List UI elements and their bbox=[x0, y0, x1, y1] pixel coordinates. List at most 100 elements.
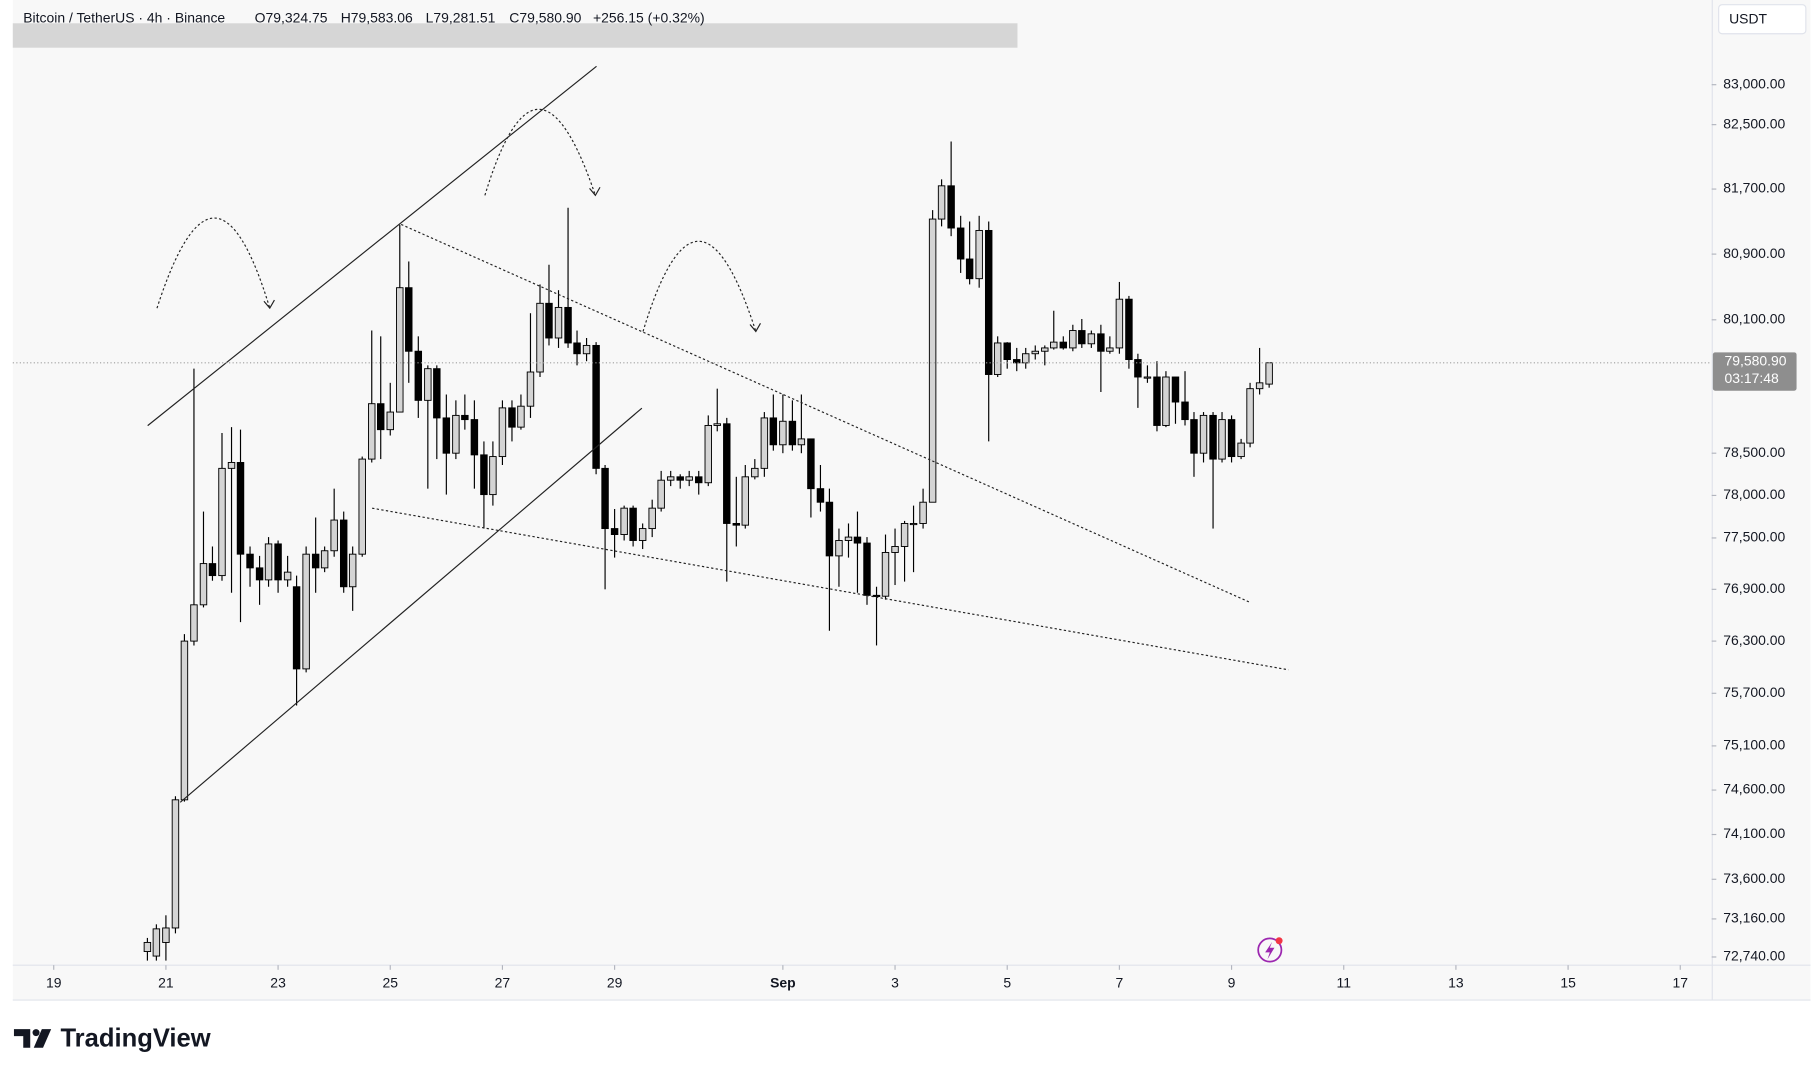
drawings bbox=[147, 65, 1289, 803]
y-tick-label: 77,500.00 bbox=[1723, 529, 1785, 545]
candle-body bbox=[629, 507, 637, 541]
channel-line bbox=[147, 65, 597, 427]
candle-body bbox=[368, 403, 376, 460]
brand-name: TradingView bbox=[60, 1024, 210, 1052]
candle-body bbox=[1255, 382, 1264, 390]
currency-box[interactable] bbox=[1718, 4, 1807, 35]
candle-body bbox=[760, 417, 769, 469]
candle-body bbox=[1031, 350, 1039, 355]
candle-body bbox=[442, 417, 451, 454]
y-tick-label: 76,300.00 bbox=[1723, 632, 1785, 648]
candle-body bbox=[881, 551, 890, 597]
candle-body bbox=[788, 420, 797, 446]
y-tick-label: 73,160.00 bbox=[1723, 910, 1785, 926]
candle-body bbox=[339, 519, 348, 588]
alert-bolt[interactable] bbox=[1265, 941, 1275, 960]
candle-body bbox=[143, 941, 152, 952]
y-tick-label: 75,100.00 bbox=[1723, 737, 1785, 753]
candle-body bbox=[816, 488, 825, 503]
candle-body bbox=[162, 927, 170, 943]
candle-body bbox=[517, 405, 525, 428]
candle-body bbox=[956, 227, 965, 260]
trend-line bbox=[400, 223, 1251, 603]
candle-body bbox=[704, 424, 712, 484]
candle-body bbox=[891, 546, 899, 553]
candle-body bbox=[396, 287, 404, 413]
candle-body bbox=[1246, 388, 1254, 444]
candle-body bbox=[947, 185, 955, 229]
price-change: +256.15 (+0.32%) bbox=[593, 9, 705, 25]
candle-body bbox=[255, 567, 264, 581]
candle-body bbox=[498, 407, 507, 458]
candle-body bbox=[666, 476, 675, 481]
candle-body bbox=[1125, 298, 1133, 361]
symbol-title: Bitcoin / TetherUS · 4h · Binance bbox=[23, 9, 225, 25]
candle-body bbox=[414, 350, 423, 401]
candle-body bbox=[1050, 341, 1058, 349]
candle-body bbox=[1143, 376, 1152, 379]
candle-body bbox=[405, 287, 413, 352]
candle-body bbox=[937, 185, 946, 220]
candle-body bbox=[236, 461, 245, 555]
candle-body bbox=[536, 302, 544, 373]
y-tick-label: 82,500.00 bbox=[1723, 115, 1785, 131]
candle-body bbox=[1115, 298, 1124, 349]
arrow-head bbox=[589, 186, 601, 197]
candle-body bbox=[545, 302, 553, 339]
candle-body bbox=[1087, 333, 1096, 345]
alert-dot[interactable] bbox=[1275, 937, 1283, 945]
y-tick-label: 72,740.00 bbox=[1723, 948, 1785, 964]
candle-body bbox=[1265, 362, 1273, 385]
y-tick-label: 73,600.00 bbox=[1723, 870, 1785, 886]
y-tick-label: 74,600.00 bbox=[1723, 781, 1785, 797]
candle-body bbox=[620, 507, 628, 536]
currency-label[interactable]: USDT bbox=[1729, 10, 1767, 26]
ohlc-close: C79,580.90 bbox=[509, 9, 581, 25]
candle-body bbox=[1069, 330, 1077, 349]
candle-body bbox=[1199, 414, 1208, 454]
x-tick-label: 7 bbox=[1116, 974, 1124, 990]
x-tick-label: 27 bbox=[495, 974, 511, 990]
alert-icon[interactable] bbox=[1257, 937, 1283, 963]
candle-body bbox=[320, 550, 329, 569]
candle-body bbox=[695, 476, 703, 484]
candle-body bbox=[853, 536, 862, 544]
candle-body bbox=[1162, 376, 1170, 426]
candle-body bbox=[377, 403, 385, 431]
candle-body bbox=[807, 438, 815, 490]
candle-body bbox=[227, 461, 236, 469]
candles bbox=[143, 141, 1273, 961]
candle-body bbox=[965, 258, 974, 280]
alert-circle[interactable] bbox=[1257, 937, 1283, 963]
candle-body bbox=[657, 479, 665, 509]
candle-body bbox=[993, 342, 1002, 375]
x-tick-label: Sep bbox=[770, 974, 796, 990]
y-tick-label: 76,900.00 bbox=[1723, 580, 1785, 596]
candle-body bbox=[582, 344, 591, 355]
last-price-box bbox=[1712, 352, 1797, 391]
arrow-head bbox=[263, 299, 275, 310]
candle-body bbox=[1134, 359, 1142, 378]
logo: TradingView bbox=[13, 1024, 211, 1052]
candle-body bbox=[386, 411, 394, 431]
y-tick-label: 78,000.00 bbox=[1723, 486, 1785, 502]
candle-body bbox=[348, 553, 357, 588]
candle-body bbox=[919, 501, 927, 524]
candle-body bbox=[751, 467, 759, 478]
candle-body bbox=[1171, 376, 1180, 403]
candle-body bbox=[461, 414, 469, 421]
x-tick-label: 3 bbox=[891, 974, 899, 990]
candle-body bbox=[610, 528, 619, 536]
candle-body bbox=[452, 414, 460, 454]
candle-body bbox=[152, 928, 161, 957]
y-tick-label: 78,500.00 bbox=[1723, 444, 1785, 460]
candle-body bbox=[975, 229, 983, 280]
y-tick-label: 83,000.00 bbox=[1723, 75, 1785, 91]
candle-body bbox=[264, 543, 273, 581]
candle-body bbox=[171, 799, 180, 929]
countdown-label: 03:17:48 bbox=[1724, 370, 1779, 386]
candle-body bbox=[713, 423, 721, 426]
x-tick-label: 25 bbox=[382, 974, 398, 990]
candle-body bbox=[424, 368, 432, 401]
candle-body bbox=[489, 456, 497, 496]
